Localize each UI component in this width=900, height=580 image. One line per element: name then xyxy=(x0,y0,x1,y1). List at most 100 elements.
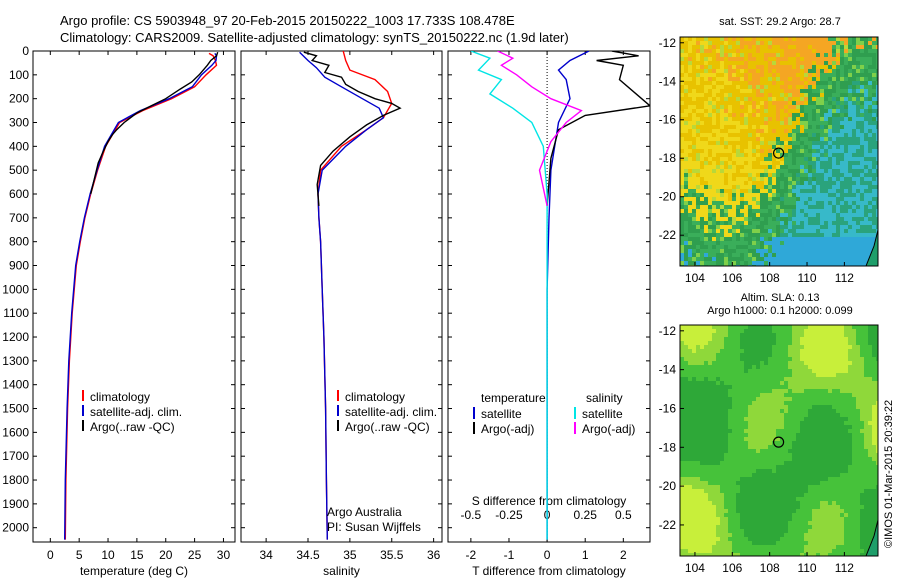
argo-position-marker xyxy=(772,147,785,159)
series-line-argo-raw-qc- xyxy=(90,51,219,195)
depth-tick-label: 800 xyxy=(9,235,29,249)
legend-entry: satellite-adj. clim. xyxy=(345,405,437,419)
difference-axes-frame xyxy=(447,50,651,543)
lon-tick-label: 106 xyxy=(722,561,742,575)
legend-header-temperature: temperature xyxy=(481,391,546,405)
salinity-diff-axis-label: S difference from climatology xyxy=(472,494,627,508)
pi-label: PI: Susan Wijffels xyxy=(327,520,421,534)
depth-tick-label: 1200 xyxy=(2,330,29,344)
salinity-x-tick-label: 34.5 xyxy=(296,548,320,562)
salinity-x-axis-label: salinity xyxy=(323,564,360,578)
depth-tick-label: 1100 xyxy=(3,306,29,320)
lat-tick-label: -18 xyxy=(659,440,677,454)
depth-tick-label: 2000 xyxy=(2,521,29,535)
sla-map-frame xyxy=(679,324,879,557)
lat-tick-label: -22 xyxy=(659,518,677,532)
argo-australia-label: Argo Australia xyxy=(327,505,402,519)
temperature-axes-frame xyxy=(32,50,236,543)
temperature-x-tick-label: 20 xyxy=(159,548,173,562)
legend-entry: Argo(..raw -QC) xyxy=(90,420,175,434)
difference-x-tick-label: 0 xyxy=(544,548,551,562)
lat-tick-label: -14 xyxy=(659,74,677,88)
coastline xyxy=(865,519,878,556)
series-line-satellite-adj-clim- xyxy=(299,51,385,540)
salinity-x-tick-label: 36 xyxy=(427,548,441,562)
legend-entry: satellite-adj. clim. xyxy=(90,405,182,419)
depth-tick-label: 1600 xyxy=(2,425,29,439)
lat-tick-label: -12 xyxy=(659,324,677,338)
legend-entry: climatology xyxy=(345,390,405,404)
depth-tick-label: 500 xyxy=(9,163,29,177)
salinity-x-tick-label: 35 xyxy=(343,548,357,562)
salinity-diff-tick-label: -0.25 xyxy=(495,508,523,522)
temperature-x-tick-label: 10 xyxy=(101,548,115,562)
temperature-x-tick-label: 0 xyxy=(47,548,54,562)
depth-tick-label: 400 xyxy=(9,139,29,153)
lon-tick-label: 108 xyxy=(760,561,780,575)
difference-x-axis-label: T difference from climatology xyxy=(472,564,626,578)
sla-map-subtitle: Argo h1000: 0.1 h2000: 0.099 xyxy=(707,305,853,317)
temperature-x-tick-label: 15 xyxy=(130,548,144,562)
temperature-x-tick-label: 30 xyxy=(217,548,231,562)
difference-x-tick-label: -1 xyxy=(504,548,515,562)
lon-tick-label: 104 xyxy=(685,271,705,285)
depth-tick-label: 100 xyxy=(9,68,29,82)
lon-tick-label: 108 xyxy=(760,271,780,285)
series-line-salinity-satellite xyxy=(470,51,548,540)
lon-tick-label: 110 xyxy=(797,271,816,285)
sst-map-frame xyxy=(679,36,879,267)
salinity-diff-tick-label: -0.5 xyxy=(461,508,482,522)
depth-tick-label: 1000 xyxy=(2,282,29,296)
series-line-argo-raw-qc- xyxy=(303,51,402,206)
sst-field xyxy=(680,37,878,266)
lat-tick-label: -20 xyxy=(659,190,677,204)
depth-tick-label: 200 xyxy=(9,92,29,106)
lon-tick-label: 106 xyxy=(722,271,742,285)
sla-map-title: Altim. SLA: 0.13 xyxy=(741,292,820,304)
series-line-temperature-argo-adj- xyxy=(546,51,650,206)
lat-tick-label: -18 xyxy=(659,151,677,165)
depth-tick-label: 1400 xyxy=(2,378,29,392)
legend-entry: Argo(-adj) xyxy=(582,422,635,436)
figure-title-line2: Climatology: CARS2009. Satellite-adjuste… xyxy=(60,30,569,45)
legend-entry: satellite xyxy=(582,407,623,421)
temperature-x-axis-label: temperature (deg C) xyxy=(80,564,188,578)
salinity-x-tick-label: 34 xyxy=(259,548,273,562)
lon-tick-label: 112 xyxy=(835,561,854,575)
depth-tick-label: 1300 xyxy=(2,354,29,368)
lat-tick-label: -20 xyxy=(659,479,677,493)
depth-tick-label: 1500 xyxy=(2,402,29,416)
depth-tick-label: 900 xyxy=(9,259,29,273)
depth-tick-label: 300 xyxy=(9,116,29,130)
salinity-x-tick-label: 35.5 xyxy=(380,548,404,562)
sla-field xyxy=(680,325,878,556)
lat-tick-label: -12 xyxy=(659,36,677,50)
difference-x-tick-label: 2 xyxy=(620,548,627,562)
lon-tick-label: 112 xyxy=(835,271,854,285)
difference-x-tick-label: 1 xyxy=(582,548,589,562)
legend-entry: satellite xyxy=(481,407,522,421)
depth-tick-label: 0 xyxy=(22,44,29,58)
depth-tick-label: 700 xyxy=(9,211,29,225)
lat-tick-label: -22 xyxy=(659,228,677,242)
depth-tick-label: 600 xyxy=(9,187,29,201)
argo-position-marker xyxy=(772,436,785,448)
temperature-x-tick-label: 25 xyxy=(188,548,202,562)
lon-tick-label: 104 xyxy=(685,561,705,575)
legend-entry: Argo(..raw -QC) xyxy=(345,420,430,434)
salinity-diff-tick-label: 0.25 xyxy=(574,508,598,522)
depth-tick-label: 1900 xyxy=(2,497,29,511)
lat-tick-label: -14 xyxy=(659,363,677,377)
depth-tick-label: 1700 xyxy=(2,449,29,463)
legend-entry: climatology xyxy=(90,390,150,404)
depth-tick-label: 1800 xyxy=(2,473,29,487)
salinity-axes-frame xyxy=(240,50,443,543)
lon-tick-label: 110 xyxy=(797,561,816,575)
lat-tick-label: -16 xyxy=(659,401,677,415)
sst-map-title: sat. SST: 29.2 Argo: 28.7 xyxy=(719,16,841,28)
coastline xyxy=(865,229,878,266)
salinity-diff-tick-label: 0.5 xyxy=(615,508,632,522)
figure-title-line1: Argo profile: CS 5903948_97 20-Feb-2015 … xyxy=(60,13,515,28)
